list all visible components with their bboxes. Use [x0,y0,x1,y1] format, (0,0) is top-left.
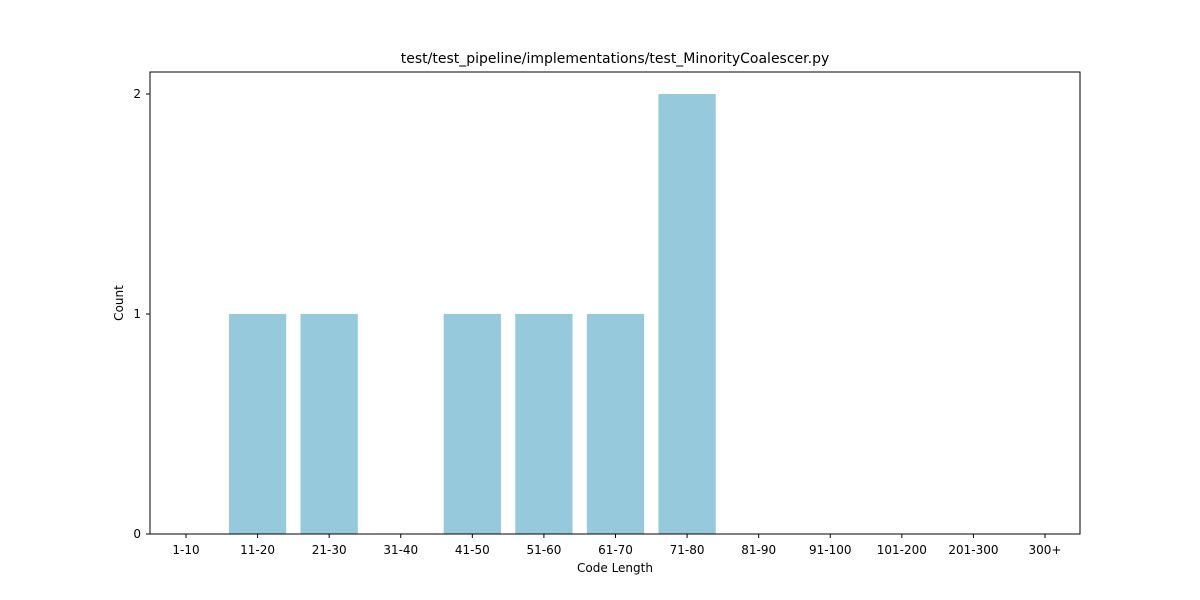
x-tick-label: 300+ [1029,543,1062,557]
x-tick-label: 71-80 [670,543,705,557]
bars-layer [228,94,716,534]
x-tick-label: 11-20 [240,543,275,557]
y-axis: 0 1 2 [133,87,150,541]
y-tick-label: 2 [133,87,141,101]
x-tick-label: 31-40 [383,543,418,557]
y-tick-label: 1 [133,307,141,321]
x-tick-label: 91-100 [809,543,852,557]
x-tick-label: 1-10 [172,543,199,557]
x-axis: 1-10 11-20 21-30 31-40 41-50 51-60 61-70 71-80 8… [172,534,1061,557]
chart-title: test/test_pipeline/implementations/test_… [401,51,830,67]
x-tick-label: 61-70 [598,543,633,557]
bar-61-70 [586,314,645,534]
y-axis-label: Count [112,285,126,321]
bar-11-20 [228,314,287,534]
x-tick-label: 81-90 [741,543,776,557]
bar-21-30 [300,314,358,534]
x-tick-label: 41-50 [455,543,490,557]
bar-51-60 [515,314,573,534]
x-tick-label: 101-200 [877,543,927,557]
bar-71-80 [658,94,716,534]
bar-41-50 [443,314,501,534]
x-tick-label: 51-60 [526,543,561,557]
x-tick-label: 201-300 [948,543,998,557]
y-tick-label: 0 [133,527,141,541]
x-axis-label: Code Length [577,561,653,575]
x-tick-label: 21-30 [312,543,347,557]
